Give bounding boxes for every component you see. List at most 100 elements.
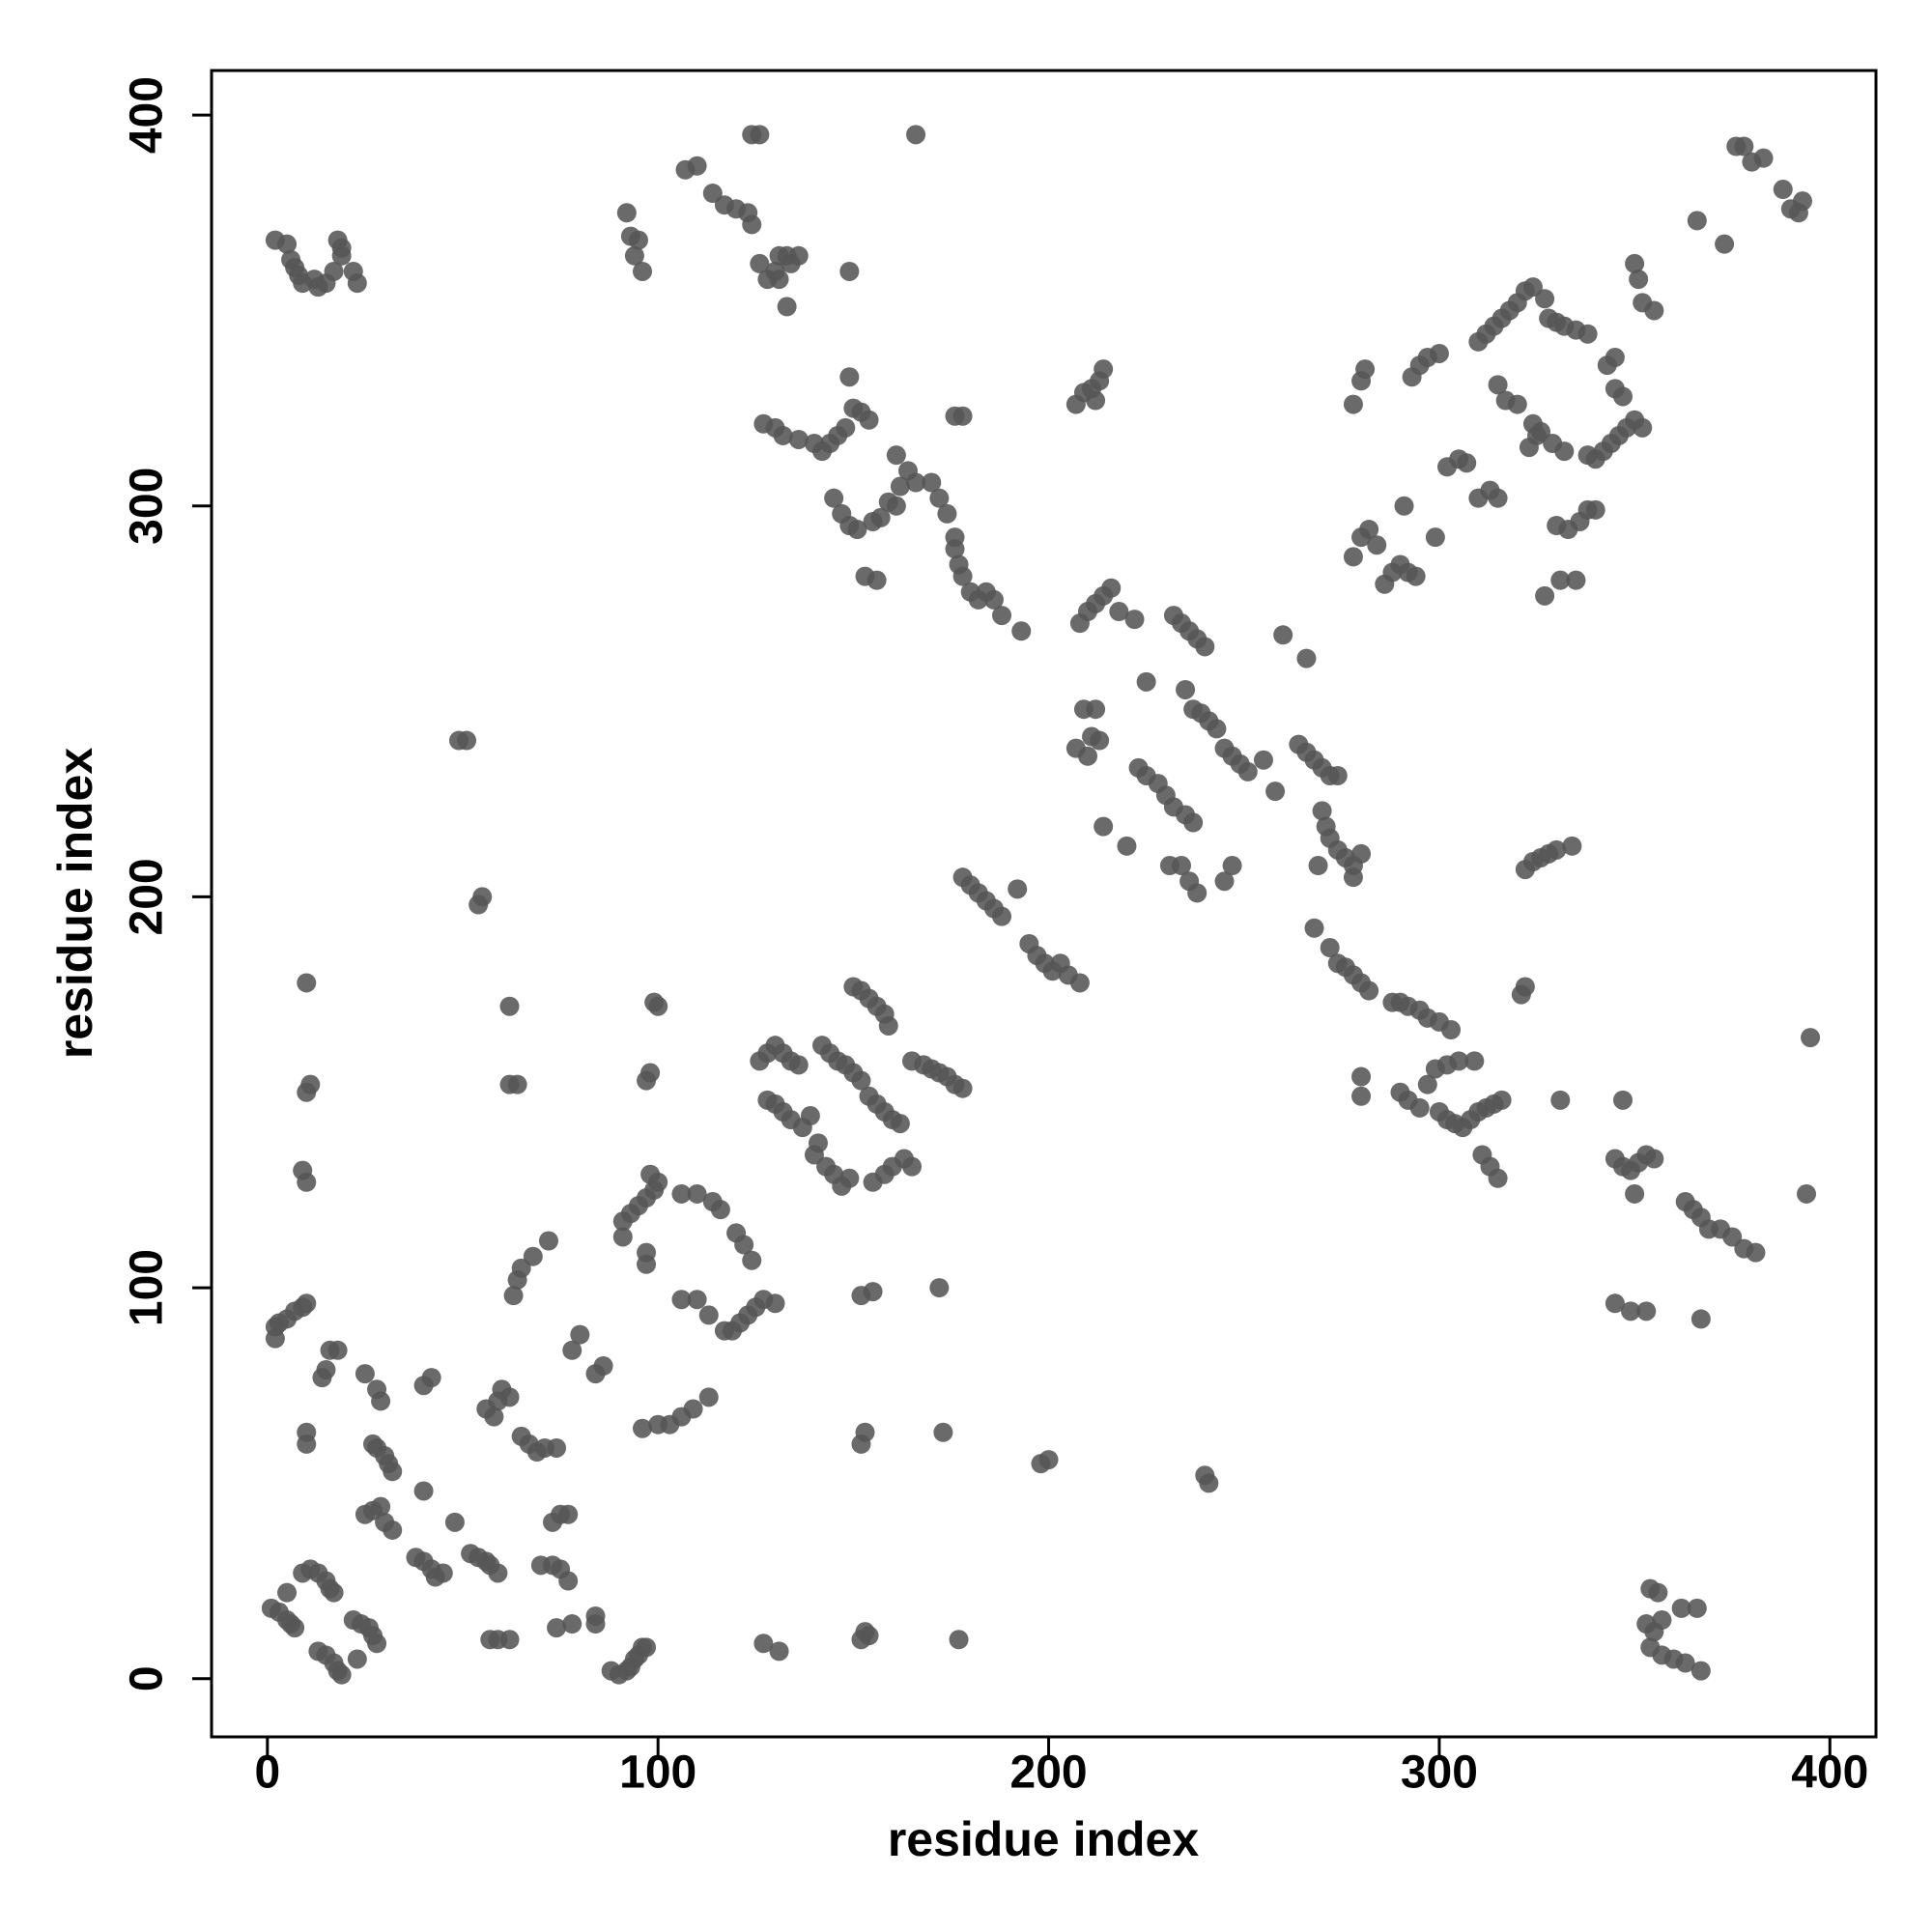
point xyxy=(297,1082,317,1102)
point xyxy=(1355,359,1376,380)
point xyxy=(324,261,344,281)
point xyxy=(1359,980,1379,1001)
x-tick-label: 100 xyxy=(619,1747,696,1799)
point xyxy=(640,1164,661,1184)
point xyxy=(870,507,891,527)
point xyxy=(1222,856,1242,876)
point xyxy=(1109,602,1129,622)
point xyxy=(1124,610,1145,630)
point xyxy=(788,429,809,449)
point xyxy=(824,488,844,508)
point xyxy=(507,1074,527,1094)
point xyxy=(637,1070,657,1091)
point xyxy=(1625,1183,1645,1204)
point xyxy=(847,520,867,540)
x-tick-label: 200 xyxy=(1010,1747,1088,1799)
point xyxy=(1492,1090,1512,1110)
point xyxy=(1554,441,1575,462)
point xyxy=(1441,1019,1462,1039)
point xyxy=(1172,856,1192,876)
point xyxy=(1464,1051,1485,1071)
point xyxy=(331,245,352,266)
point xyxy=(367,1634,387,1654)
point xyxy=(687,1290,707,1310)
point xyxy=(886,445,906,466)
point xyxy=(347,273,367,294)
point xyxy=(472,887,493,907)
point xyxy=(1629,270,1649,290)
point xyxy=(933,1422,953,1442)
point xyxy=(1633,417,1653,438)
point xyxy=(702,184,723,204)
point xyxy=(1612,386,1633,407)
point xyxy=(511,1258,531,1278)
point xyxy=(1605,1293,1625,1314)
point xyxy=(671,1183,692,1204)
point xyxy=(331,1664,352,1685)
point xyxy=(1746,1242,1766,1263)
point xyxy=(383,1520,403,1540)
point xyxy=(1086,390,1106,411)
point xyxy=(929,488,950,508)
point xyxy=(1187,883,1208,903)
point xyxy=(949,1630,969,1650)
point xyxy=(742,214,762,235)
point xyxy=(616,203,637,223)
point xyxy=(952,566,973,586)
point xyxy=(1351,1066,1372,1087)
point xyxy=(906,472,926,493)
point xyxy=(547,1618,567,1638)
point xyxy=(1296,648,1317,668)
point xyxy=(444,1512,465,1532)
point xyxy=(433,1563,453,1583)
point xyxy=(788,245,809,266)
point xyxy=(769,270,789,290)
point xyxy=(297,1293,317,1314)
point xyxy=(878,1015,898,1036)
point xyxy=(750,125,770,145)
point xyxy=(1690,1661,1711,1681)
point xyxy=(890,1114,910,1134)
point xyxy=(1652,1610,1672,1631)
point xyxy=(1176,679,1196,699)
point xyxy=(499,1630,520,1650)
point xyxy=(371,1496,391,1517)
point xyxy=(1687,1598,1707,1618)
point xyxy=(1077,746,1097,766)
point xyxy=(421,1368,441,1388)
point xyxy=(753,1634,774,1654)
point xyxy=(777,297,797,317)
point xyxy=(1488,375,1508,395)
point xyxy=(355,1364,375,1384)
point xyxy=(1690,1309,1711,1329)
point xyxy=(1547,839,1567,860)
point xyxy=(1715,234,1735,254)
point xyxy=(1265,781,1286,802)
point xyxy=(698,1387,719,1407)
point xyxy=(327,1340,348,1360)
point xyxy=(1550,1090,1571,1110)
point xyxy=(906,125,926,145)
point xyxy=(1343,547,1363,567)
point xyxy=(1199,1473,1219,1493)
point xyxy=(585,1614,606,1634)
point xyxy=(1367,535,1387,555)
point xyxy=(324,1582,344,1603)
point xyxy=(765,1293,785,1314)
point xyxy=(1086,699,1106,720)
point xyxy=(1449,1051,1469,1071)
point xyxy=(1605,348,1625,368)
point xyxy=(1343,394,1363,414)
point xyxy=(855,1622,875,1642)
point xyxy=(698,1305,719,1325)
x-axis-label: residue index xyxy=(888,1812,1200,1866)
point xyxy=(383,1462,403,1482)
point xyxy=(863,1282,883,1302)
point xyxy=(945,539,965,559)
x-tick-label: 0 xyxy=(254,1747,280,1799)
point xyxy=(1773,180,1793,200)
point xyxy=(855,1422,875,1442)
point xyxy=(851,1070,871,1091)
point xyxy=(547,1437,567,1458)
point xyxy=(886,496,906,516)
